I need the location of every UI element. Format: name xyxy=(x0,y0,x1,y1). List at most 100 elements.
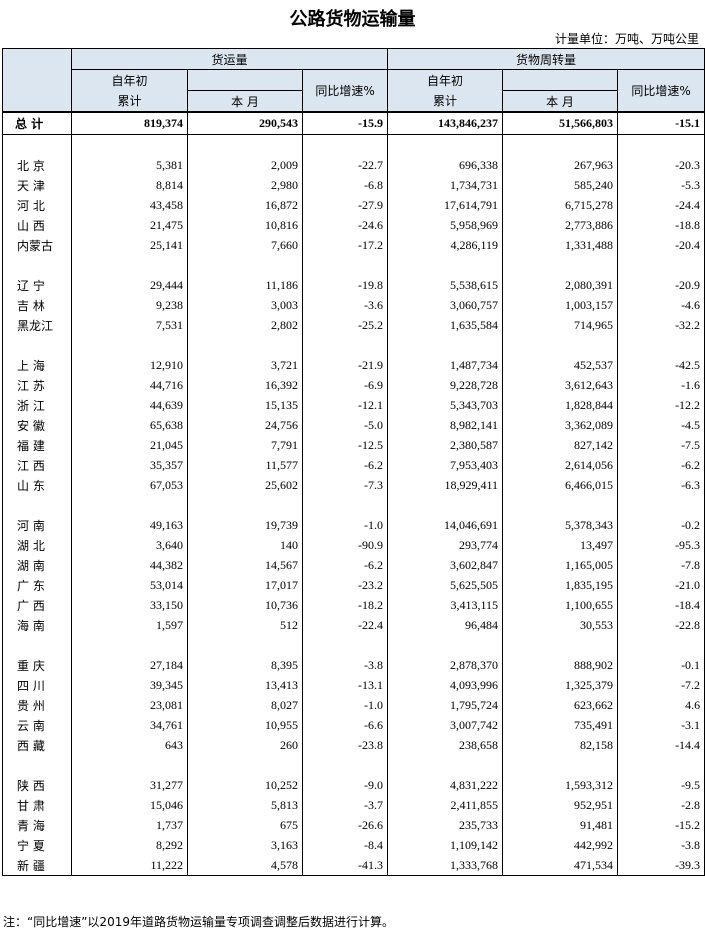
cell: 5,958,969 xyxy=(387,215,504,235)
cell: 2,411,855 xyxy=(387,795,504,815)
cell: 143,846,237 xyxy=(387,111,504,135)
cell: 33,150 xyxy=(71,595,188,615)
row-label: 浙 江 xyxy=(2,395,72,415)
spacer-cell xyxy=(2,335,72,355)
cell: 1,795,724 xyxy=(387,695,504,715)
cell: 14,046,691 xyxy=(387,515,504,535)
spacer-cell xyxy=(301,635,389,655)
cell: 27,184 xyxy=(71,655,188,675)
cell: 21,045 xyxy=(71,435,188,455)
cell: 5,625,505 xyxy=(387,575,504,595)
cell: 3,060,757 xyxy=(387,295,504,315)
unit: 计量单位：万吨、万吨公里 xyxy=(554,32,699,46)
cell: 16,392 xyxy=(187,375,303,395)
data-row: 四 川 39,345 13,413 -13.1 4,093,996 1,325,379 -7… xyxy=(2,675,705,695)
spacer-cell xyxy=(387,755,504,775)
cell: 675 xyxy=(187,815,303,835)
cell: 888,902 xyxy=(502,655,619,675)
data-row: 福 建 21,045 7,791 -12.5 2,380,587 827,142 -7.5 xyxy=(2,435,705,455)
cell: 2,614,056 xyxy=(502,455,619,475)
spacer-cell xyxy=(301,255,389,275)
cell: -9.5 xyxy=(617,775,705,795)
cell: 4,286,119 xyxy=(387,235,504,255)
cell: 1,100,655 xyxy=(502,595,619,615)
spacer-cell xyxy=(301,335,389,355)
cell: -7.8 xyxy=(617,555,705,575)
cell: -95.3 xyxy=(617,535,705,555)
spacer-cell xyxy=(2,635,72,655)
cell: -39.3 xyxy=(617,855,705,876)
spacer-cell xyxy=(71,335,188,355)
cell: 696,338 xyxy=(387,155,504,175)
cell: 7,791 xyxy=(187,435,303,455)
data-row: 青 海 1,737 675 -26.6 235,733 91,481 -15.2 xyxy=(2,815,705,835)
cell: 17,614,791 xyxy=(387,195,504,215)
cell: 65,638 xyxy=(71,415,188,435)
cell: -23.2 xyxy=(301,575,389,595)
cell: 9,228,728 xyxy=(387,375,504,395)
column-header-blank xyxy=(502,69,619,91)
cell: 9,238 xyxy=(71,295,188,315)
row-label: 吉 林 xyxy=(2,295,72,315)
cell: -20.3 xyxy=(617,155,705,175)
cell: 4,093,996 xyxy=(387,675,504,695)
data-row: 重 庆 27,184 8,395 -3.8 2,878,370 888,902 -0.1 xyxy=(2,655,705,675)
cell: 1,597 xyxy=(71,615,188,635)
cell: 14,567 xyxy=(187,555,303,575)
cell: 1,325,379 xyxy=(502,675,619,695)
column-header: 同比增速% xyxy=(617,69,705,113)
spacer-row xyxy=(2,755,705,775)
cell: 5,538,615 xyxy=(387,275,504,295)
cell: -1.0 xyxy=(301,695,389,715)
cell: 827,142 xyxy=(502,435,619,455)
cell: -22.7 xyxy=(301,155,389,175)
data-row: 西 藏 643 260 -23.8 238,658 82,158 -14.4 xyxy=(2,735,705,755)
cell: -15.9 xyxy=(301,111,389,135)
spacer-row xyxy=(2,495,705,515)
column-header: 自年初 xyxy=(387,69,504,91)
data-row: 安 徽 65,638 24,756 -5.0 8,982,141 3,362,089 -4.… xyxy=(2,415,705,435)
cell: 1,331,488 xyxy=(502,235,619,255)
data-row: 上 海 12,910 3,721 -21.9 1,487,734 452,537 -42.5 xyxy=(2,355,705,375)
cell: -19.8 xyxy=(301,275,389,295)
spacer-cell xyxy=(617,495,705,515)
row-label: 四 川 xyxy=(2,675,72,695)
column-header: 自年初 xyxy=(71,69,188,91)
cell: -24.6 xyxy=(301,215,389,235)
data-row: 浙 江 44,639 15,135 -12.1 5,343,703 1,828,844 -1… xyxy=(2,395,705,415)
spacer-cell xyxy=(187,755,303,775)
cell: -15.1 xyxy=(617,111,705,135)
spacer-row xyxy=(2,134,705,155)
spacer-cell xyxy=(187,134,303,155)
cell: 25,602 xyxy=(187,475,303,495)
spacer-cell xyxy=(387,255,504,275)
data-table: 货运量 货物周转量 自年初 同比增速% 自年初 同比增速% 累计 本 月 累计 … xyxy=(2,48,705,876)
cell: -6.6 xyxy=(301,715,389,735)
cell: 16,872 xyxy=(187,195,303,215)
cell: 53,014 xyxy=(71,575,188,595)
cell: -90.9 xyxy=(301,535,389,555)
cell: 44,716 xyxy=(71,375,188,395)
cell: 44,382 xyxy=(71,555,188,575)
cell: -7.2 xyxy=(617,675,705,695)
row-label: 辽 宁 xyxy=(2,275,72,295)
cell: 8,027 xyxy=(187,695,303,715)
cell: -20.9 xyxy=(617,275,705,295)
cell: 5,381 xyxy=(71,155,188,175)
cell: 39,345 xyxy=(71,675,188,695)
data-row: 陕 西 31,277 10,252 -9.0 4,831,222 1,593,312 -9.… xyxy=(2,775,705,795)
cell: 260 xyxy=(187,735,303,755)
row-label: 新 疆 xyxy=(2,855,72,876)
cell: 714,965 xyxy=(502,315,619,335)
cell: 7,953,403 xyxy=(387,455,504,475)
total-row: 总 计 819,374 290,543 -15.9 143,846,237 51,566,… xyxy=(2,111,705,135)
spacer-cell xyxy=(617,255,705,275)
row-label: 福 建 xyxy=(2,435,72,455)
cell: 7,531 xyxy=(71,315,188,335)
cell: 1,333,768 xyxy=(387,855,504,876)
cell: -1.0 xyxy=(301,515,389,535)
group-header: 货物周转量 xyxy=(387,48,705,70)
cell: 18,929,411 xyxy=(387,475,504,495)
cell: 3,602,847 xyxy=(387,555,504,575)
spacer-cell xyxy=(2,755,72,775)
